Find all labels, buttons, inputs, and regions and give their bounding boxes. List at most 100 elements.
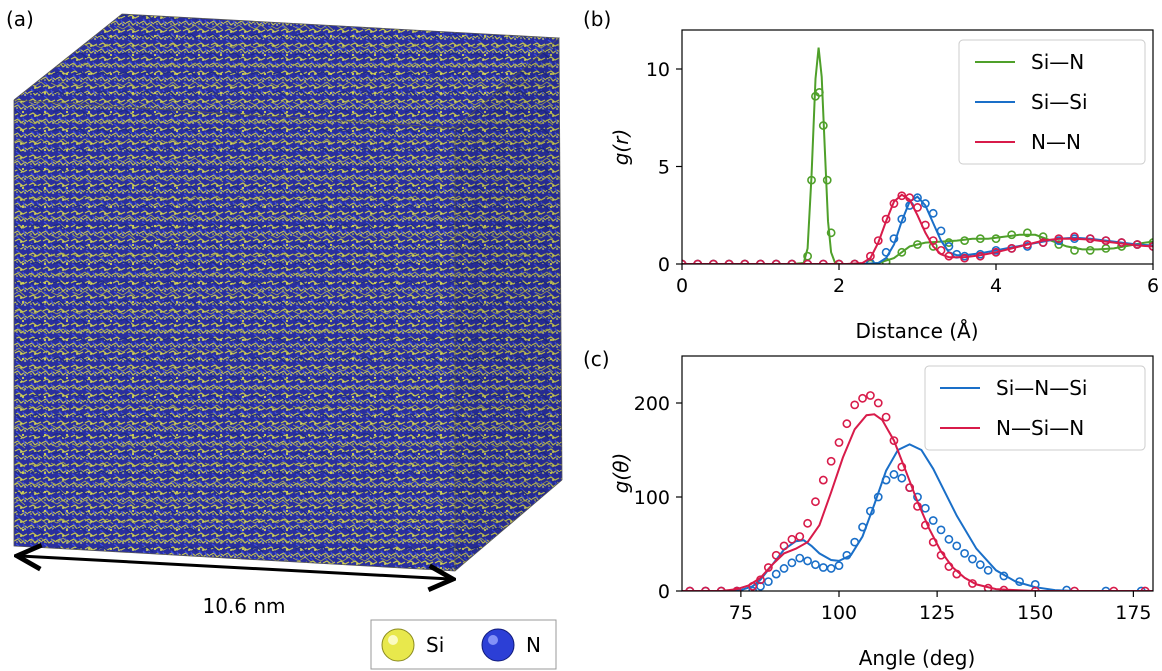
data-point-n-n <box>975 251 985 261</box>
data-point-si-n-si <box>936 525 946 535</box>
data-point-si-n <box>928 242 938 251</box>
atom-overlay <box>14 14 562 571</box>
data-point-n-si-n <box>873 398 883 408</box>
data-point-n-si-n <box>1030 586 1040 591</box>
x-tick-label: 100 <box>821 602 857 624</box>
scale-arrow <box>20 556 450 579</box>
data-point-n-si-n <box>905 483 915 492</box>
series-line-si-si <box>682 195 1153 264</box>
x-tick-label: 175 <box>1115 602 1151 624</box>
adf-axis-ticks: 75 100 125 150 175 0 100 200 <box>634 393 1152 624</box>
data-point-n-si-n <box>1070 586 1079 591</box>
data-point-n-n <box>1070 232 1079 242</box>
data-point-si-n-si <box>968 554 977 564</box>
adf-x-axis-label: Angle (deg) <box>859 646 976 670</box>
data-point-si-n <box>1023 228 1032 238</box>
data-point-si-n <box>1148 238 1153 247</box>
data-point-n-si-n <box>866 391 875 400</box>
data-point-si-n-si <box>787 558 797 568</box>
data-point-si-n <box>826 228 836 238</box>
data-point-si-n-si <box>866 506 875 516</box>
data-point-si-n-si <box>779 564 789 573</box>
data-point-n-n <box>928 236 938 245</box>
y-tick-label: 0 <box>658 581 670 603</box>
data-point-n-si-n <box>913 501 922 511</box>
y-tick-label: 0 <box>658 254 670 276</box>
data-point-si-n-si <box>811 560 820 570</box>
rdf-axes-frame <box>681 29 1154 265</box>
data-point-n-n <box>991 247 1001 257</box>
data-point-n-n <box>897 191 907 201</box>
x-tick-label: 2 <box>833 275 845 297</box>
data-point-si-n <box>807 175 816 185</box>
data-point-n-si-n <box>897 462 907 472</box>
data-point-n-si-n <box>803 518 812 528</box>
panel-a: (a) 10.6 nm Si N <box>6 7 563 670</box>
data-point-si-n-si <box>771 569 781 579</box>
adf-y-axis-label: g(θ) <box>609 453 633 494</box>
data-point-n-n <box>944 251 954 261</box>
data-point-n-n <box>1054 234 1064 244</box>
data-point-n-si-n <box>763 563 773 572</box>
data-point-si-n <box>944 238 954 247</box>
panel-a-label: (a) <box>6 7 34 31</box>
data-point-n-si-n <box>1140 586 1150 591</box>
x-tick-label: 4 <box>990 275 1002 297</box>
data-point-n-si-n <box>936 550 946 560</box>
data-point-n-n <box>920 220 930 230</box>
data-point-si-n-si <box>983 565 993 575</box>
data-point-si-n-si <box>858 522 867 532</box>
data-point-n-si-n <box>968 579 977 588</box>
data-point-si-si <box>936 226 946 236</box>
data-point-si-n <box>897 247 907 257</box>
data-point-si-n-si <box>1015 577 1024 586</box>
data-point-si-n-si <box>944 534 954 544</box>
data-point-n-si-n <box>748 581 758 591</box>
data-point-n-si-n <box>928 537 938 547</box>
legend-label-si-n-si: Si—N—Si <box>996 376 1087 400</box>
data-point-n-si-n <box>732 586 742 591</box>
data-point-n-si-n <box>952 569 962 579</box>
data-point-n-n <box>866 251 875 261</box>
data-point-si-n-si <box>834 561 844 571</box>
rdf-legend: Si—N Si—Si N—N <box>958 39 1146 165</box>
data-point-n-n <box>1023 240 1032 249</box>
legend-si-label: Si <box>426 633 444 657</box>
data-point-n-si-n <box>795 532 805 541</box>
data-point-si-n-si <box>850 537 860 547</box>
data-point-n-si-n <box>1109 586 1119 591</box>
y-tick-label: 100 <box>634 487 670 509</box>
series-line-si-n <box>682 47 1153 264</box>
data-point-si-n <box>814 88 824 97</box>
x-tick-label: 150 <box>1017 602 1053 624</box>
data-point-n-n <box>1007 243 1017 253</box>
data-point-n-n <box>905 193 915 203</box>
data-point-n-si-n <box>889 436 899 445</box>
legend-label-si-si: Si—Si <box>1031 90 1088 114</box>
data-point-n-si-n <box>842 419 852 429</box>
atom-legend: Si N <box>370 619 557 670</box>
data-point-n-si-n <box>944 562 954 571</box>
data-point-n-si-n <box>779 541 789 551</box>
data-point-si-n-si <box>826 564 836 573</box>
data-point-si-n-si <box>952 541 962 551</box>
si-atom-icon <box>381 628 415 662</box>
data-point-n-n <box>881 214 891 224</box>
data-point-si-n-si <box>960 549 969 558</box>
rdf-chart: (b) 0 2 4 6 0 5 10 Distance (Å) g(r) Si—N Si—Si… <box>583 7 1159 343</box>
rdf-axis-ticks: 0 2 4 6 0 5 10 <box>646 59 1159 297</box>
data-point-si-si <box>881 247 891 257</box>
data-point-si-n-si <box>975 560 985 570</box>
data-point-n-n <box>1117 238 1126 247</box>
data-point-si-n-si <box>795 553 805 563</box>
data-point-si-si <box>920 199 930 208</box>
data-point-n-si-n <box>999 585 1009 591</box>
data-point-si-si <box>928 208 938 218</box>
data-point-n-si-n <box>716 586 726 591</box>
data-point-si-n <box>991 234 1001 244</box>
rdf-y-axis-label: g(r) <box>609 129 633 166</box>
rdf-x-axis-label: Distance (Å) <box>855 319 978 343</box>
data-point-n-si-n <box>685 586 695 591</box>
data-point-si-n-si <box>920 503 930 513</box>
